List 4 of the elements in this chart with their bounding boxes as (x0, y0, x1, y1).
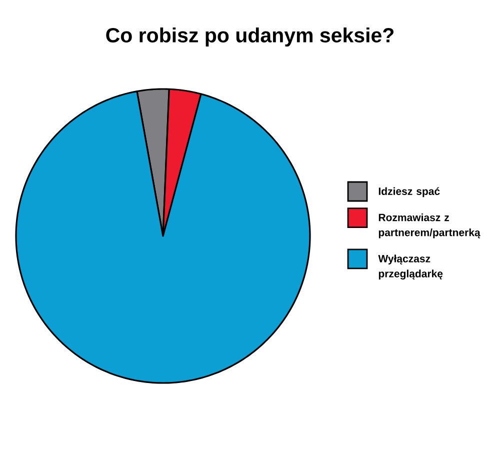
legend-label: Rozmawiasz z partnerem/partnerką (378, 213, 480, 238)
chart-title: Co robisz po udanym seksie? (106, 27, 394, 47)
legend-label: Wyłączasz przeglądarkę (378, 254, 443, 280)
legend-label: Idziesz spać (378, 187, 440, 198)
